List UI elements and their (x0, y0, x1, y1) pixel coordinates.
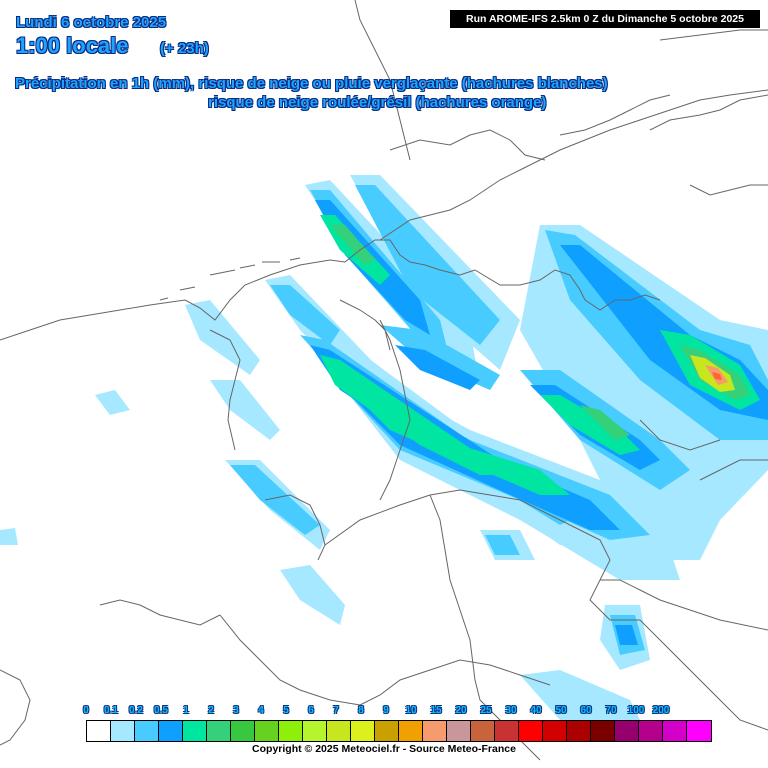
legend-label: 2 (208, 705, 214, 716)
legend-label: 5 (283, 705, 289, 716)
copyright: Copyright © 2025 Meteociel.fr - Source M… (252, 743, 516, 755)
legend-swatch (615, 721, 639, 741)
legend-swatch (183, 721, 207, 741)
legend-label: 3 (233, 705, 239, 716)
legend-label: 0.5 (154, 705, 168, 716)
forecast-date: Lundi 6 octobre 2025 (16, 14, 167, 31)
legend-label: 6 (308, 705, 314, 716)
legend-swatch (207, 721, 231, 741)
precip-intense-core (690, 355, 735, 392)
run-label: Run AROME-IFS 2.5km 0 Z du Dimanche 5 oc… (450, 10, 760, 28)
legend-label: 70 (605, 705, 617, 716)
legend-swatch (639, 721, 663, 741)
legend-label: 1 (183, 705, 189, 716)
legend-label: 10 (405, 705, 417, 716)
description-line-2: risque de neige roulée/grésil (hachures … (208, 94, 547, 111)
legend-swatch (135, 721, 159, 741)
legend-label: 15 (430, 705, 442, 716)
legend-label: 30 (505, 705, 517, 716)
legend-swatch (471, 721, 495, 741)
legend-label: 0.1 (104, 705, 118, 716)
legend-swatch (591, 721, 615, 741)
legend-swatch (303, 721, 327, 741)
legend-swatch (375, 721, 399, 741)
legend-swatch (231, 721, 255, 741)
legend-swatch (279, 721, 303, 741)
legend-swatch (255, 721, 279, 741)
legend-swatch (87, 721, 111, 741)
legend-label: 8 (358, 705, 364, 716)
legend-label: 0.2 (129, 705, 143, 716)
legend-swatch (423, 721, 447, 741)
lead-time: (+ 23h) (160, 40, 209, 57)
legend-swatch (351, 721, 375, 741)
legend-swatch (327, 721, 351, 741)
legend-label: 7 (333, 705, 339, 716)
legend-swatch (543, 721, 567, 741)
legend-swatch (159, 721, 183, 741)
legend-label: 0 (83, 705, 89, 716)
legend-labels: 0 0.1 0.2 0.5 1 2 3 4 5 6 7 8 9 10 15 20 25 30 40 50 60 70 100… (72, 705, 702, 719)
legend-label: 25 (480, 705, 492, 716)
legend-label: 4 (258, 705, 264, 716)
legend-label: 40 (530, 705, 542, 716)
legend-swatch (519, 721, 543, 741)
legend-label: 20 (455, 705, 467, 716)
legend-swatch (567, 721, 591, 741)
forecast-time: 1:00 locale (16, 33, 129, 58)
legend-swatch (663, 721, 687, 741)
legend-label: 200 (652, 705, 670, 716)
legend-label: 60 (580, 705, 592, 716)
legend-swatch (687, 721, 711, 741)
description-line-1: Précipitation en 1h (mm), risque de neig… (15, 75, 608, 92)
legend-label: 9 (383, 705, 389, 716)
legend-label: 50 (555, 705, 567, 716)
legend-color-scale (86, 720, 712, 742)
legend-swatch (495, 721, 519, 741)
legend-swatch (447, 721, 471, 741)
legend-label: 100 (627, 705, 645, 716)
legend-swatch (111, 721, 135, 741)
legend-swatch (399, 721, 423, 741)
